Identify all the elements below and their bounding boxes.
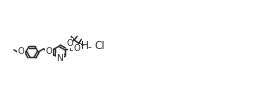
Text: N: N (56, 54, 63, 63)
Text: -: - (88, 42, 92, 52)
Text: O: O (66, 39, 73, 48)
Text: Cl: Cl (95, 41, 105, 51)
Text: O: O (46, 48, 52, 56)
Text: H: H (81, 41, 89, 51)
Text: O: O (74, 44, 80, 53)
Text: O: O (18, 48, 25, 56)
Text: B: B (68, 44, 74, 53)
